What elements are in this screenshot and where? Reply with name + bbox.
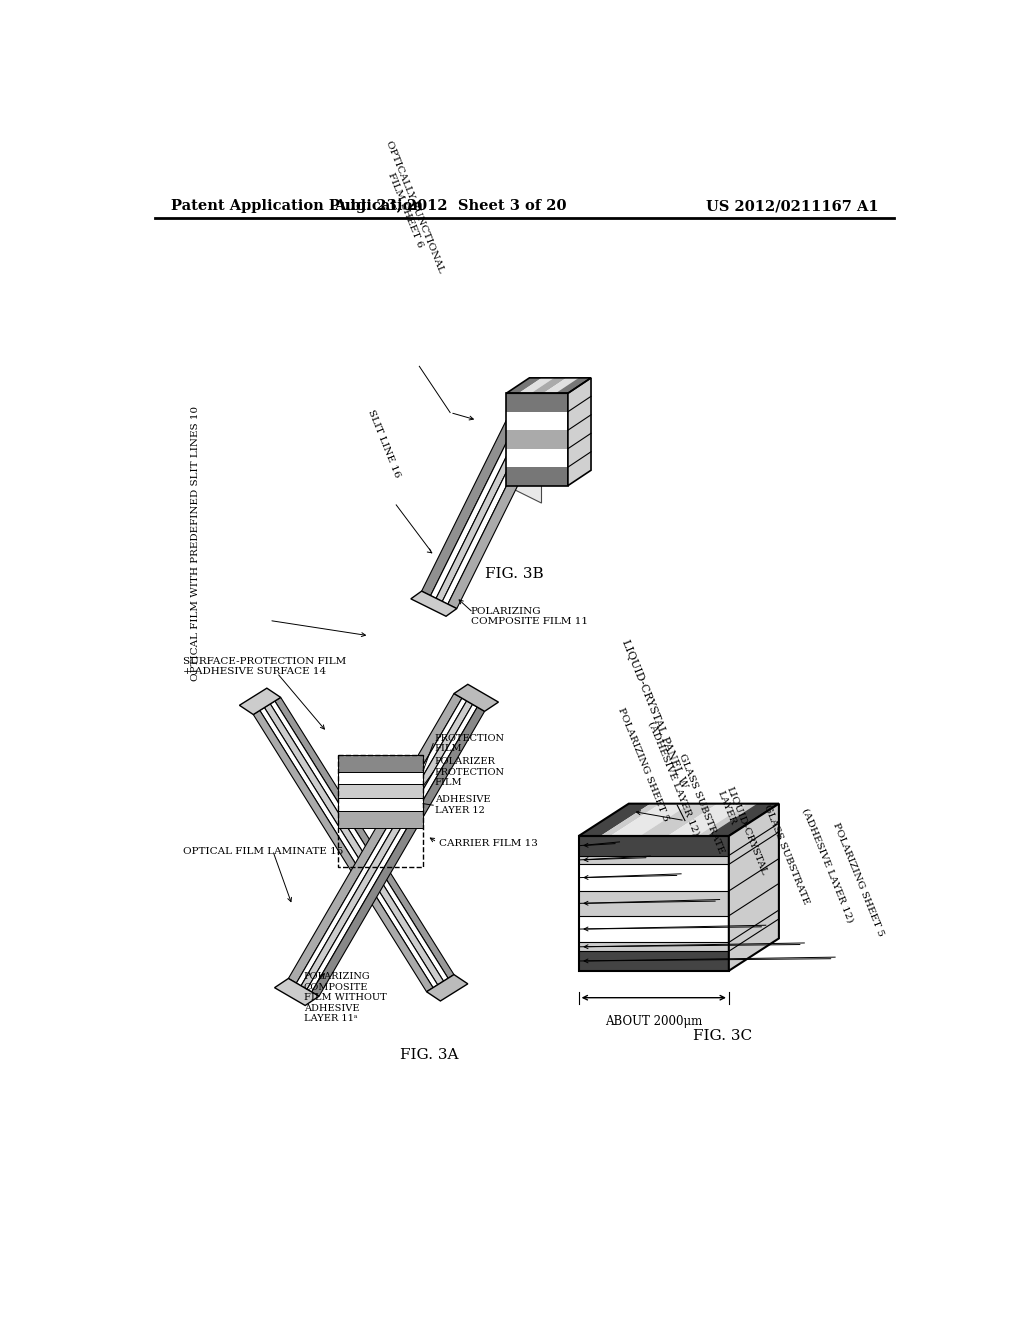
Polygon shape: [579, 836, 729, 855]
Text: (ADHESIVE LAYER 12): (ADHESIVE LAYER 12): [801, 807, 855, 924]
Text: US 2012/0211167 A1: US 2012/0211167 A1: [707, 199, 879, 213]
Text: ADHESIVE
LAYER 12: ADHESIVE LAYER 12: [435, 796, 490, 814]
Text: PROTECTION
FILM: PROTECTION FILM: [435, 734, 505, 754]
Polygon shape: [729, 804, 779, 970]
Polygon shape: [436, 428, 527, 602]
Polygon shape: [600, 804, 660, 836]
Polygon shape: [289, 693, 462, 983]
Text: SURFACE-PROTECTION FILM
+ ADHESIVE SURFACE 14: SURFACE-PROTECTION FILM + ADHESIVE SURFA…: [183, 657, 346, 676]
Polygon shape: [506, 467, 568, 486]
Polygon shape: [274, 697, 454, 978]
Polygon shape: [568, 378, 591, 486]
Text: Patent Application Publication: Patent Application Publication: [171, 199, 423, 213]
Polygon shape: [301, 701, 473, 989]
Polygon shape: [422, 420, 515, 595]
Text: POLARIZING SHEET 5: POLARIZING SHEET 5: [831, 821, 886, 939]
Text: POLARIZER
PROTECTION
FILM: POLARIZER PROTECTION FILM: [435, 758, 505, 787]
Polygon shape: [339, 772, 423, 784]
Polygon shape: [579, 942, 729, 952]
Polygon shape: [447, 433, 542, 609]
Polygon shape: [430, 425, 521, 598]
Polygon shape: [531, 378, 566, 393]
Polygon shape: [339, 755, 423, 772]
Text: CARRIER FILM 13: CARRIER FILM 13: [438, 840, 538, 849]
Polygon shape: [579, 865, 729, 891]
Polygon shape: [697, 804, 757, 836]
Polygon shape: [610, 804, 690, 836]
Polygon shape: [579, 952, 729, 970]
Text: LIQUID-CRYSTAL PANEL W: LIQUID-CRYSTAL PANEL W: [620, 639, 688, 789]
Polygon shape: [260, 708, 437, 987]
Polygon shape: [264, 704, 443, 985]
Polygon shape: [240, 688, 281, 714]
Polygon shape: [506, 430, 568, 449]
Polygon shape: [579, 855, 729, 865]
Polygon shape: [506, 393, 568, 412]
Text: POLARIZING
COMPOSITE FILM 11: POLARIZING COMPOSITE FILM 11: [471, 607, 588, 626]
Text: GLASS SUBSTRATE: GLASS SUBSTRATE: [677, 752, 726, 854]
Text: LIQUID-CRYSTAL
LAYER: LIQUID-CRYSTAL LAYER: [716, 785, 769, 880]
Polygon shape: [556, 378, 591, 393]
Polygon shape: [506, 449, 568, 467]
Polygon shape: [274, 978, 319, 1006]
Text: FIG. 3B: FIG. 3B: [484, 568, 544, 581]
Polygon shape: [506, 420, 542, 503]
Polygon shape: [668, 804, 748, 836]
Polygon shape: [640, 804, 718, 836]
Polygon shape: [339, 784, 423, 799]
Text: FIG. 3C: FIG. 3C: [692, 1030, 752, 1043]
Polygon shape: [518, 378, 554, 393]
Polygon shape: [253, 710, 433, 991]
Text: OPTICALLY FUNCTIONAL
FILM SHEET 6: OPTICALLY FUNCTIONAL FILM SHEET 6: [375, 139, 445, 277]
Text: FIG. 3A: FIG. 3A: [400, 1048, 459, 1063]
Text: POLARIZING
COMPOSITE
FILM WITHOUT
ADHESIVE
LAYER 11ᵃ: POLARIZING COMPOSITE FILM WITHOUT ADHESI…: [304, 973, 387, 1023]
Text: Aug. 23, 2012  Sheet 3 of 20: Aug. 23, 2012 Sheet 3 of 20: [334, 199, 566, 213]
Polygon shape: [311, 708, 484, 997]
Text: OPTICAL FILM WITH PREDEFINED SLIT LINES 10: OPTICAL FILM WITH PREDEFINED SLIT LINES …: [190, 405, 200, 681]
Polygon shape: [339, 799, 423, 810]
Polygon shape: [579, 916, 729, 942]
Text: (ADHESIVE LAYER 12): (ADHESIVE LAYER 12): [646, 719, 700, 837]
Polygon shape: [442, 430, 532, 605]
Polygon shape: [411, 591, 457, 616]
Polygon shape: [506, 378, 542, 393]
Polygon shape: [339, 810, 423, 828]
Polygon shape: [506, 412, 568, 430]
Polygon shape: [579, 804, 650, 836]
Polygon shape: [270, 701, 449, 981]
Polygon shape: [454, 684, 499, 711]
Polygon shape: [708, 804, 779, 836]
Text: OPTICAL FILM LAMINATE 15: OPTICAL FILM LAMINATE 15: [183, 847, 343, 855]
Text: GLASS SUBSTRATE: GLASS SUBSTRATE: [762, 804, 810, 906]
Text: SLIT LINE 16: SLIT LINE 16: [367, 408, 401, 479]
Polygon shape: [544, 378, 579, 393]
Polygon shape: [579, 891, 729, 916]
Text: POLARIZING SHEET 5: POLARIZING SHEET 5: [615, 706, 670, 822]
Polygon shape: [296, 698, 467, 986]
Polygon shape: [427, 974, 468, 1001]
Text: ABOUT 2000μm: ABOUT 2000μm: [605, 1015, 702, 1028]
Polygon shape: [307, 705, 477, 993]
